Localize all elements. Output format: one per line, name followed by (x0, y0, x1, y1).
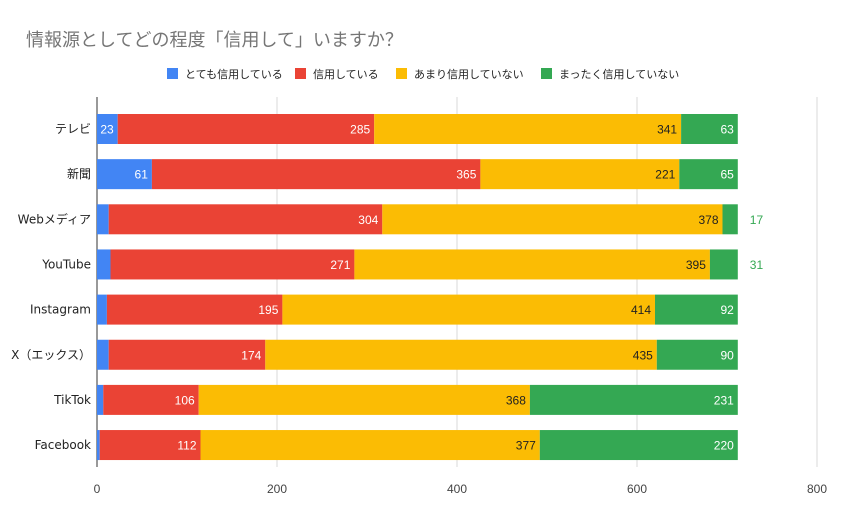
category-label: Instagram (30, 303, 91, 317)
data-label: 92 (720, 303, 734, 317)
bar-segment (97, 204, 109, 235)
category-label: YouTube (41, 257, 91, 271)
bar-segment (282, 294, 655, 325)
data-label: 414 (631, 303, 651, 317)
bar-segment (374, 114, 682, 144)
bar-segment (103, 384, 199, 415)
data-label: 304 (358, 213, 378, 227)
data-label: 63 (720, 123, 734, 137)
data-label: 365 (456, 168, 476, 182)
legend: とても信用している 信用している あまり信用していない まったく信用していない (167, 68, 679, 81)
bar-segment (198, 384, 530, 415)
bar-segment (382, 204, 723, 235)
legend-label: あまり信用していない (414, 68, 524, 81)
bar-segment (97, 159, 152, 190)
bar-segment (99, 430, 201, 461)
bar-segment (151, 159, 481, 190)
bar-segment (97, 249, 111, 280)
bar-segment (106, 294, 283, 325)
data-label: 90 (720, 348, 734, 362)
data-label: 17 (750, 213, 764, 227)
data-label: 65 (720, 168, 734, 182)
x-tick-label: 600 (627, 482, 647, 496)
category-label: 新聞 (67, 166, 91, 181)
data-label: 23 (100, 123, 114, 137)
bar-segment (97, 430, 100, 461)
bar-segment (539, 430, 738, 461)
data-label: 231 (714, 393, 734, 407)
bar-segment (97, 294, 107, 325)
data-label: 174 (241, 348, 261, 362)
x-tick-label: 200 (267, 482, 287, 496)
legend-label: 信用している (313, 68, 379, 81)
data-label: 368 (506, 393, 526, 407)
legend-label: まったく信用していない (559, 68, 679, 81)
bar-segment (108, 204, 383, 235)
bar-segment (722, 204, 738, 235)
legend-swatch (295, 68, 306, 79)
data-label: 61 (135, 168, 149, 182)
category-label: Facebook (35, 438, 91, 452)
bar-segment (265, 339, 657, 370)
bar-segment (97, 384, 104, 415)
category-label: TikTok (53, 393, 91, 407)
bar-segment (656, 339, 738, 370)
bar-segment (480, 159, 680, 190)
bar-segment (679, 159, 738, 190)
data-label: 377 (516, 439, 536, 453)
data-label: 435 (633, 348, 653, 362)
data-label: 395 (686, 258, 706, 272)
data-label: 221 (655, 168, 675, 182)
data-label: 112 (177, 439, 196, 453)
bar-segment (117, 114, 375, 144)
data-label: 106 (175, 393, 195, 407)
bar-segment (200, 430, 540, 461)
bar-segment (354, 249, 710, 280)
bar-segment (97, 114, 118, 144)
bar-segment (681, 114, 738, 144)
bars: 2328534163613652216513304378171527139531… (97, 114, 764, 461)
data-label: 31 (750, 258, 764, 272)
chart-title: 情報源としてどの程度「信用して」いますか？ (26, 30, 403, 51)
bar-segment (108, 339, 266, 370)
data-label: 271 (330, 258, 350, 272)
bar-segment (529, 384, 738, 415)
legend-swatch (541, 68, 552, 79)
data-label: 378 (698, 213, 718, 227)
data-label: 285 (350, 123, 370, 137)
category-label: Webメディア (18, 211, 91, 226)
legend-swatch (167, 68, 178, 79)
data-label: 195 (258, 303, 278, 317)
bar-segment (97, 339, 109, 370)
x-tick-label: 0 (94, 482, 101, 496)
x-tick-label: 800 (807, 482, 827, 496)
data-label: 341 (657, 123, 677, 137)
legend-swatch (396, 68, 407, 79)
category-label: X（エックス） (11, 348, 91, 362)
category-label: テレビ (55, 122, 91, 136)
bar-segment (110, 249, 355, 280)
bar-segment (655, 294, 738, 325)
bar-segment (709, 249, 738, 280)
legend-label: とても信用している (185, 68, 283, 81)
x-tick-label: 400 (447, 482, 467, 496)
data-label: 220 (714, 439, 734, 453)
